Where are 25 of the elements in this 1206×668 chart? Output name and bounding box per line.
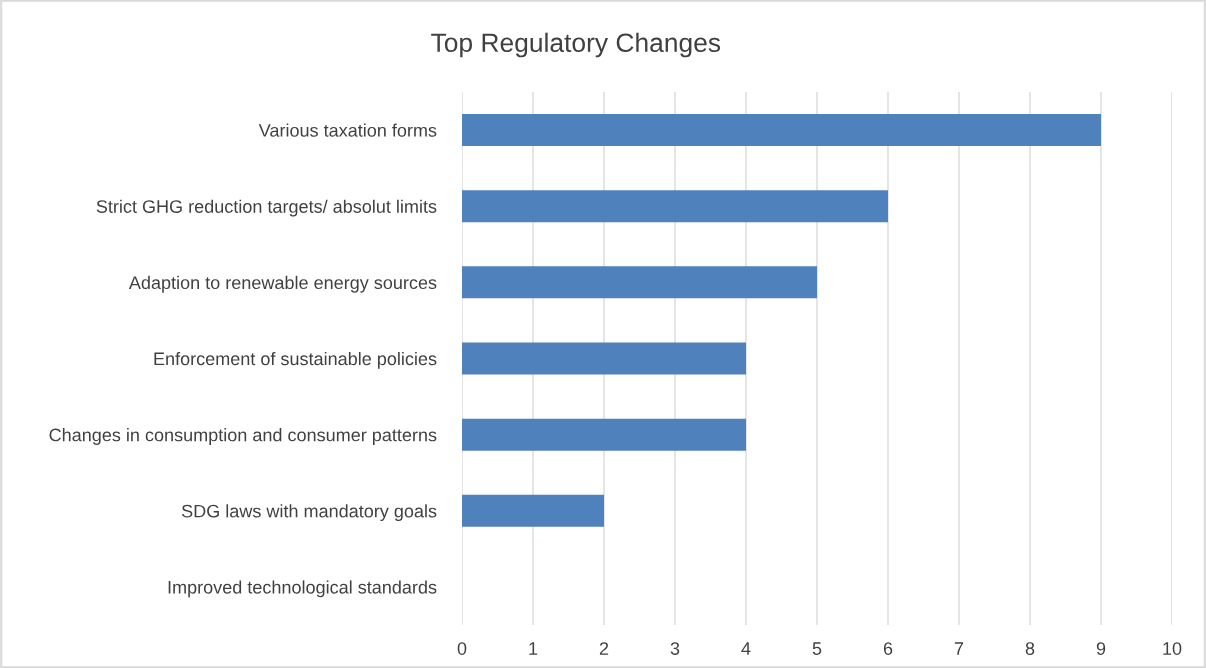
bar bbox=[462, 190, 888, 223]
x-tick-label: 4 bbox=[741, 642, 751, 655]
chart-title: Top Regulatory Changes bbox=[431, 32, 721, 58]
x-tick-label: 2 bbox=[599, 642, 609, 655]
bar bbox=[462, 342, 746, 375]
x-tick-label: 8 bbox=[1025, 642, 1035, 655]
y-tick-label: SDG laws with mandatory goals bbox=[181, 504, 437, 522]
y-tick-label: Changes in consumption and consumer patterns bbox=[49, 428, 437, 445]
y-tick-label: Various taxation forms bbox=[258, 123, 437, 137]
x-tick-label: 7 bbox=[954, 642, 964, 655]
bar bbox=[462, 266, 817, 299]
bar bbox=[462, 114, 1101, 147]
bar bbox=[462, 494, 604, 527]
y-tick-label: Strict GHG reduction targets/ absolut limits bbox=[96, 199, 437, 217]
x-tick-label: 10 bbox=[1163, 642, 1182, 655]
x-tick-label: 5 bbox=[812, 642, 822, 655]
y-tick-label: Enforcement of sustainable policies bbox=[154, 351, 437, 369]
x-tick-label: 6 bbox=[883, 642, 893, 655]
bar bbox=[462, 418, 746, 451]
x-tick-label: 1 bbox=[529, 642, 538, 655]
x-tick-label: 9 bbox=[1096, 642, 1106, 655]
y-tick-label: Improved technological standards bbox=[168, 580, 437, 598]
y-tick-label: Adaption to renewable energy sources bbox=[128, 275, 437, 293]
x-tick-label: 0 bbox=[457, 642, 467, 655]
x-tick-label: 3 bbox=[670, 642, 680, 655]
